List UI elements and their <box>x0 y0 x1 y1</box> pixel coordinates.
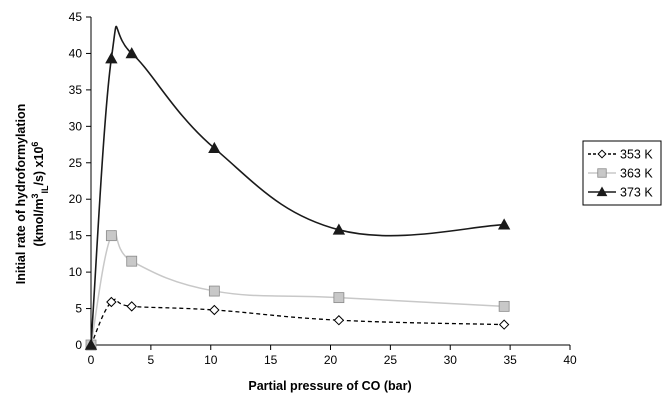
x-tick-label: 35 <box>503 353 517 367</box>
y-tick-label: 35 <box>69 83 83 97</box>
x-tick-label: 10 <box>204 353 218 367</box>
data-point <box>209 304 220 316</box>
data-point <box>333 315 345 326</box>
y-tick-label: 25 <box>69 156 83 170</box>
data-point <box>332 223 346 235</box>
legend-marker <box>596 186 608 197</box>
y-tick-label: 0 <box>75 338 82 352</box>
data-point <box>498 300 510 312</box>
y-axis-title-line1: Initial rate of hydroformylation <box>14 104 28 285</box>
data-point <box>125 47 138 59</box>
legend-label: 353 K <box>620 148 653 162</box>
y-tick-label: 30 <box>69 119 83 133</box>
y-tick-label: 15 <box>69 229 83 243</box>
legend-label: 373 K <box>620 186 653 200</box>
legend-label: 363 K <box>620 167 653 181</box>
x-tick-label: 30 <box>444 353 458 367</box>
axes: 0 5 10 15 20 25 30 35 40 45 0 5 10 15 20 25 30 35 40 <box>69 10 577 367</box>
x-tick-label: 40 <box>563 353 577 367</box>
data-point <box>498 319 510 330</box>
legend: 353 K 363 K 373 K <box>582 140 662 206</box>
series-353k <box>85 296 510 351</box>
y-tick-label: 40 <box>69 46 83 60</box>
x-tick-label: 15 <box>264 353 278 367</box>
data-point <box>208 141 221 154</box>
data-point <box>126 255 138 267</box>
x-tick-label: 5 <box>148 353 155 367</box>
x-tick-label: 0 <box>88 353 95 367</box>
data-point <box>106 296 117 308</box>
legend-marker <box>597 168 607 178</box>
y-tick-label: 10 <box>69 265 83 279</box>
y-tick-label: 5 <box>75 302 82 316</box>
data-point <box>105 230 117 242</box>
x-axis-title: Partial pressure of CO (bar) <box>248 379 411 393</box>
y-axis-title-line2: (kmol/m3IL/s) x106 <box>30 142 50 247</box>
series-363k <box>85 230 510 351</box>
data-point <box>105 52 118 64</box>
series-layer <box>84 25 511 351</box>
series-line <box>90 25 505 346</box>
x-tick-label: 20 <box>324 353 338 367</box>
data-point <box>497 218 511 230</box>
series-line <box>90 230 505 346</box>
y-tick-label: 20 <box>69 192 83 206</box>
data-point <box>333 292 345 304</box>
data-point <box>84 338 98 350</box>
y-axis-title: Initial rate of hydroformylation (kmol/m… <box>14 104 50 285</box>
y-tick-label: 45 <box>69 10 83 24</box>
legend-marker <box>597 149 607 159</box>
data-point <box>208 285 220 297</box>
data-point <box>126 301 137 312</box>
series-line <box>90 298 505 346</box>
x-tick-label: 25 <box>384 353 398 367</box>
series-373k <box>84 25 511 350</box>
